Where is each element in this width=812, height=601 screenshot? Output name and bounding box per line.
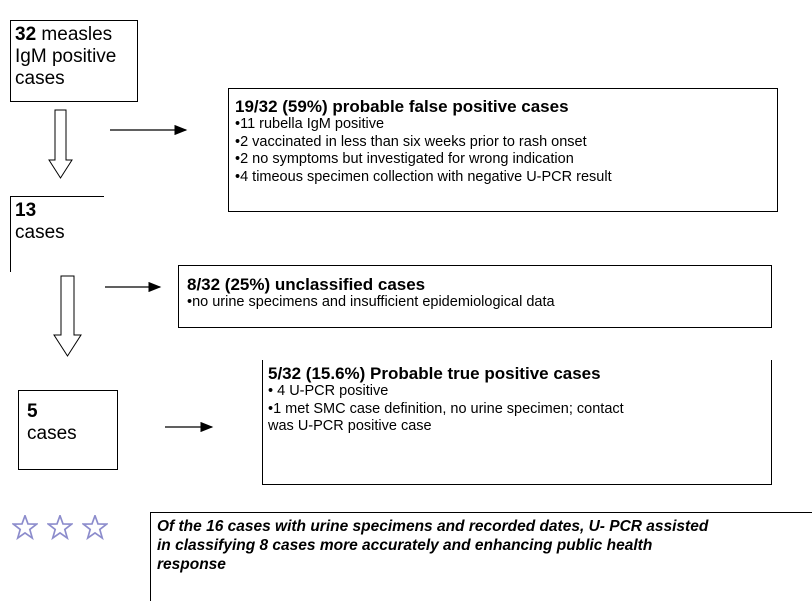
- outcome-item: •2 no symptoms but investigated for wron…: [235, 151, 574, 167]
- node-number: 32: [15, 24, 37, 45]
- node-label: IgM positive: [15, 46, 117, 67]
- note-line: response: [157, 556, 226, 573]
- note-line: in classifying 8 cases more accurately a…: [157, 537, 653, 554]
- node-label: cases: [27, 423, 77, 444]
- note-line: Of the 16 cases with urine specimens and…: [157, 518, 709, 535]
- outcome-box: 19/32 (59%) probable false positive case…: [228, 88, 778, 212]
- outcome-item: •2 vaccinated in less than six weeks pri…: [235, 133, 587, 150]
- down-arrow: [53, 275, 82, 357]
- outcome-title: 8/32 (25%) unclassified cases: [187, 275, 426, 294]
- outcome-item: •11 rubella IgM positive: [235, 116, 385, 132]
- outcome-title: 5/32 (15.6%) Probable true positive case…: [268, 364, 601, 383]
- star: [47, 515, 73, 539]
- outcome-box: 5/32 (15.6%) Probable true positive case…: [262, 360, 772, 485]
- star: [82, 515, 108, 539]
- node-label: measles: [41, 24, 113, 45]
- star: [12, 515, 38, 539]
- node-box: 5 cases: [18, 390, 118, 470]
- outcome-item: •no urine specimens and insufficient epi…: [187, 294, 555, 310]
- outcome-title: 19/32 (59%) probable false positive case…: [235, 97, 569, 116]
- node-box: 32 measles IgM positive cases: [10, 20, 138, 102]
- outcome-item: • 4 U-PCR positive: [268, 383, 389, 399]
- outcome-item: •1 met SMC case definition, no urine spe…: [268, 400, 624, 417]
- node-label: cases: [15, 68, 65, 89]
- node-number: 13: [15, 200, 37, 221]
- node-number: 5: [27, 401, 38, 422]
- node-label: cases: [15, 222, 65, 243]
- outcome-box: 8/32 (25%) unclassified cases •no urine …: [178, 265, 772, 328]
- down-arrow: [48, 109, 73, 179]
- node-box: 13 cases: [10, 196, 104, 272]
- note-box: Of the 16 cases with urine specimens and…: [150, 512, 812, 601]
- outcome-item: was U-PCR positive case: [268, 418, 432, 434]
- outcome-item: •4 timeous specimen collection with nega…: [235, 168, 612, 185]
